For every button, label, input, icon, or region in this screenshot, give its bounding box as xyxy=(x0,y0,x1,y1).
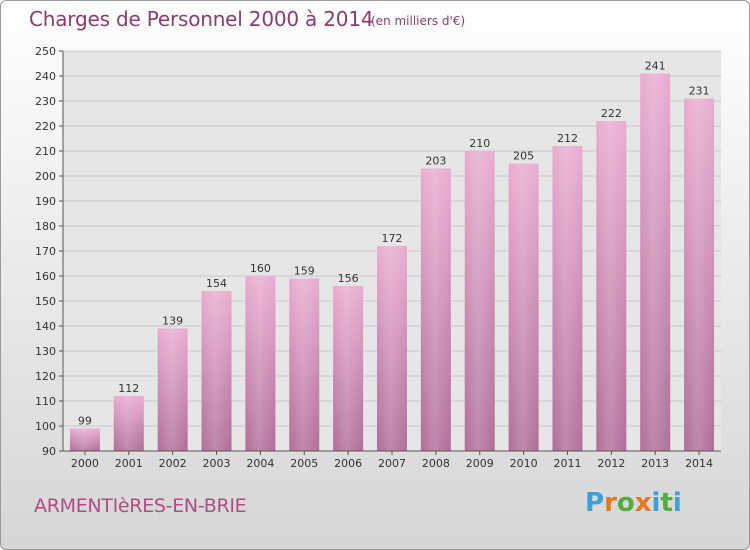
x-tick-label-2000: 2000 xyxy=(71,457,99,470)
y-tick-label: 240 xyxy=(35,70,56,83)
data-label-2002: 139 xyxy=(162,315,183,328)
x-tick-label-2001: 2001 xyxy=(115,457,143,470)
axes: 90 100 110 120 130 140 150 160 170 180 190 200 210 22… xyxy=(35,45,721,470)
bars: 99 112 139 154 160 159 156 172 203 210 205 212 222 24… xyxy=(69,60,715,451)
y-tick-label: 230 xyxy=(35,95,56,108)
logo-letter: i xyxy=(651,488,661,518)
data-label-2001: 112 xyxy=(118,382,139,395)
bar-highlight xyxy=(552,146,583,451)
bar-highlight xyxy=(157,328,188,451)
data-label-2010: 205 xyxy=(513,150,534,163)
x-tick-label-2005: 2005 xyxy=(290,457,318,470)
logo-letter: o xyxy=(616,488,635,518)
data-label-2003: 154 xyxy=(206,277,227,290)
y-tick-label: 160 xyxy=(35,270,56,283)
data-label-2009: 210 xyxy=(469,137,490,150)
y-tick-label: 190 xyxy=(35,195,56,208)
y-tick-label: 250 xyxy=(35,45,56,58)
logo-letter: P xyxy=(585,488,605,518)
data-label-2005: 159 xyxy=(294,265,315,278)
location-name: ARMENTIèRES-EN-BRIE xyxy=(34,495,247,517)
y-tick-label: 110 xyxy=(35,395,56,408)
y-tick-label: 100 xyxy=(35,420,56,433)
x-tick-label-2003: 2003 xyxy=(203,457,231,470)
logo-letter: i xyxy=(672,488,682,518)
bar-highlight xyxy=(508,163,539,451)
data-label-2011: 212 xyxy=(557,132,578,145)
data-label-2013: 241 xyxy=(645,60,666,73)
x-tick-label-2002: 2002 xyxy=(159,457,187,470)
y-tick-label: 140 xyxy=(35,320,56,333)
y-tick-label: 130 xyxy=(35,345,56,358)
chart-unit: (en milliers d'€) xyxy=(371,14,466,28)
y-tick-label: 180 xyxy=(35,220,56,233)
data-label-2012: 222 xyxy=(601,107,622,120)
y-tick-label: 220 xyxy=(35,120,56,133)
bar-highlight xyxy=(684,98,715,451)
data-label-2004: 160 xyxy=(250,262,271,275)
bar-highlight xyxy=(596,121,627,451)
y-tick-label: 210 xyxy=(35,145,56,158)
x-tick-label-2007: 2007 xyxy=(378,457,406,470)
x-tick-label-2014: 2014 xyxy=(685,457,713,470)
x-tick-label-2010: 2010 xyxy=(510,457,538,470)
bar-highlight xyxy=(333,286,364,451)
data-label-2014: 231 xyxy=(689,85,710,98)
bar-highlight xyxy=(464,151,495,451)
data-label-2007: 172 xyxy=(382,232,403,245)
bar-highlight xyxy=(377,246,407,451)
bar-highlight xyxy=(640,73,671,451)
bar-highlight xyxy=(420,168,451,451)
data-label-2008: 203 xyxy=(425,155,446,168)
bar-highlight xyxy=(289,278,320,451)
x-tick-label-2006: 2006 xyxy=(334,457,362,470)
data-label-2006: 156 xyxy=(338,272,359,285)
y-tick-label: 170 xyxy=(35,245,56,258)
x-tick-label-2011: 2011 xyxy=(553,457,581,470)
logo-letter: r xyxy=(604,488,617,518)
bar-highlight xyxy=(113,396,144,451)
bar-highlight xyxy=(201,291,232,451)
bar-highlight xyxy=(69,428,100,451)
chart-title: Charges de Personnel 2000 à 2014 xyxy=(29,7,374,31)
x-tick-label-2009: 2009 xyxy=(466,457,494,470)
y-tick-label: 120 xyxy=(35,370,56,383)
y-tick-label: 90 xyxy=(42,445,56,458)
x-tick-label-2008: 2008 xyxy=(422,457,450,470)
y-tick-label: 200 xyxy=(35,170,56,183)
bar-highlight xyxy=(245,276,276,451)
proxiti-logo[interactable]: Proxiti xyxy=(585,488,682,518)
y-tick-label: 150 xyxy=(35,295,56,308)
logo-letter: t xyxy=(660,488,673,518)
x-tick-label-2012: 2012 xyxy=(597,457,625,470)
x-tick-label-2004: 2004 xyxy=(246,457,274,470)
logo-letter: x xyxy=(634,488,652,518)
data-label-2000: 99 xyxy=(78,415,92,428)
x-tick-label-2013: 2013 xyxy=(641,457,669,470)
